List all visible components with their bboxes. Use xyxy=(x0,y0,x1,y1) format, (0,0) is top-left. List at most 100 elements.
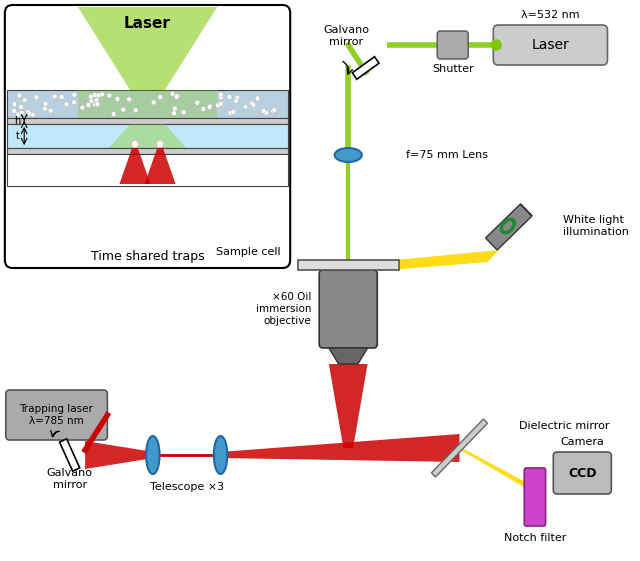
Circle shape xyxy=(132,140,138,148)
Circle shape xyxy=(251,102,256,107)
Text: Galvano
mirror: Galvano mirror xyxy=(47,468,93,490)
FancyBboxPatch shape xyxy=(6,390,108,440)
Circle shape xyxy=(34,95,39,100)
Circle shape xyxy=(52,94,57,99)
FancyBboxPatch shape xyxy=(437,31,468,59)
Circle shape xyxy=(95,102,100,107)
FancyBboxPatch shape xyxy=(7,90,288,118)
Polygon shape xyxy=(329,364,367,448)
Polygon shape xyxy=(85,441,154,469)
Circle shape xyxy=(115,96,120,102)
Circle shape xyxy=(94,98,99,103)
FancyBboxPatch shape xyxy=(554,452,611,494)
Circle shape xyxy=(208,104,212,109)
Circle shape xyxy=(218,102,223,107)
FancyBboxPatch shape xyxy=(7,148,288,154)
Circle shape xyxy=(94,102,99,107)
Text: Telescope ×3: Telescope ×3 xyxy=(150,482,224,492)
Text: White light
illumination: White light illumination xyxy=(563,215,629,237)
Circle shape xyxy=(19,104,24,109)
Circle shape xyxy=(243,104,248,109)
FancyBboxPatch shape xyxy=(493,25,607,65)
Text: Time shared traps: Time shared traps xyxy=(91,250,204,263)
Polygon shape xyxy=(520,204,532,216)
Circle shape xyxy=(12,102,17,107)
Circle shape xyxy=(216,103,220,108)
Circle shape xyxy=(17,93,22,98)
Circle shape xyxy=(12,108,17,113)
Text: Laser: Laser xyxy=(124,16,171,30)
FancyBboxPatch shape xyxy=(524,468,545,526)
Ellipse shape xyxy=(214,436,227,474)
Circle shape xyxy=(121,107,125,112)
Circle shape xyxy=(255,96,260,101)
Text: Galvano
mirror: Galvano mirror xyxy=(323,25,369,47)
Text: λ=532 nm: λ=532 nm xyxy=(521,10,580,20)
FancyBboxPatch shape xyxy=(7,124,288,148)
Circle shape xyxy=(271,108,276,113)
Circle shape xyxy=(48,108,53,113)
Ellipse shape xyxy=(146,436,159,474)
Circle shape xyxy=(107,93,112,98)
Circle shape xyxy=(111,112,116,117)
Circle shape xyxy=(26,109,31,114)
Circle shape xyxy=(172,111,177,116)
Text: Dielectric mirror: Dielectric mirror xyxy=(520,421,610,431)
Circle shape xyxy=(172,106,177,111)
FancyBboxPatch shape xyxy=(5,5,290,268)
Circle shape xyxy=(88,94,93,99)
Polygon shape xyxy=(353,57,379,79)
Text: Sample cell: Sample cell xyxy=(216,247,280,257)
Circle shape xyxy=(72,100,77,105)
Circle shape xyxy=(16,112,20,117)
FancyBboxPatch shape xyxy=(298,260,399,270)
FancyBboxPatch shape xyxy=(7,154,288,186)
Circle shape xyxy=(235,95,239,100)
Circle shape xyxy=(86,103,91,108)
Circle shape xyxy=(175,94,180,99)
Circle shape xyxy=(43,102,48,107)
Text: CCD: CCD xyxy=(568,467,596,480)
Circle shape xyxy=(80,105,85,110)
Polygon shape xyxy=(220,434,460,462)
Polygon shape xyxy=(486,204,532,250)
Polygon shape xyxy=(354,250,499,272)
Polygon shape xyxy=(120,148,150,184)
Circle shape xyxy=(272,108,276,113)
Polygon shape xyxy=(78,7,217,90)
Circle shape xyxy=(264,110,269,115)
Circle shape xyxy=(228,110,233,115)
Circle shape xyxy=(492,40,501,50)
Circle shape xyxy=(195,100,200,105)
Polygon shape xyxy=(456,445,529,490)
Polygon shape xyxy=(329,348,367,364)
Circle shape xyxy=(127,97,132,102)
Text: Shutter: Shutter xyxy=(432,64,474,74)
Circle shape xyxy=(22,98,27,103)
Polygon shape xyxy=(145,148,175,184)
Polygon shape xyxy=(431,419,488,477)
Circle shape xyxy=(207,104,212,109)
Circle shape xyxy=(19,111,24,116)
Text: ×60 Oil
immersion
objective: ×60 Oil immersion objective xyxy=(256,292,312,325)
Circle shape xyxy=(151,100,156,105)
FancyBboxPatch shape xyxy=(7,118,288,124)
Circle shape xyxy=(28,112,33,116)
Circle shape xyxy=(218,92,223,97)
Circle shape xyxy=(219,95,223,100)
Text: Camera: Camera xyxy=(561,437,604,447)
Circle shape xyxy=(42,106,47,111)
Circle shape xyxy=(96,93,101,98)
Circle shape xyxy=(181,109,186,114)
Circle shape xyxy=(170,91,175,96)
Text: Laser: Laser xyxy=(532,38,569,52)
Text: h: h xyxy=(14,116,20,126)
Circle shape xyxy=(157,140,163,148)
Circle shape xyxy=(64,102,69,107)
Circle shape xyxy=(89,99,94,104)
Circle shape xyxy=(92,93,97,98)
Circle shape xyxy=(30,112,35,117)
Text: t: t xyxy=(15,131,19,141)
Polygon shape xyxy=(109,124,186,148)
Circle shape xyxy=(231,109,236,114)
